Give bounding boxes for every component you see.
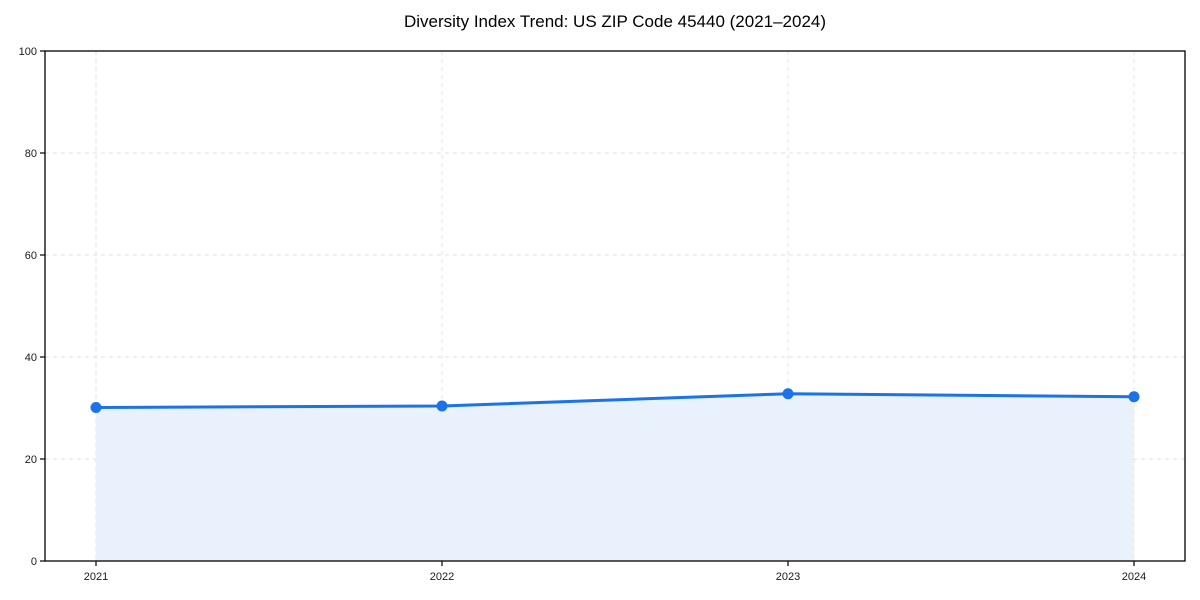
y-tick-label: 40 [25,352,37,364]
y-tick-label: 0 [31,556,37,568]
x-tick-label: 2021 [84,571,108,583]
x-tick-labels: 2021 2022 2023 2024 [84,571,1146,583]
line-series [94,392,1136,409]
data-points [90,388,1140,413]
y-tick-label: 100 [19,46,37,58]
x-tick-label: 2024 [1122,571,1146,583]
plot-frame [44,50,1186,562]
series-area [96,393,1134,561]
y-tick-label: 20 [25,454,37,466]
y-tick-labels: 0 20 40 60 80 100 [19,46,37,568]
data-point [1128,391,1140,403]
series-line [94,392,1136,409]
x-tick-label: 2022 [430,571,454,583]
y-tick-label: 80 [25,148,37,160]
axes [44,50,1186,562]
x-tick-label: 2023 [776,571,800,583]
chart-title: Diversity Index Trend: US ZIP Code 45440… [403,12,827,31]
data-point [436,400,448,412]
data-point [782,388,794,400]
y-tick-label: 60 [25,250,37,262]
area-series [96,393,1134,561]
data-point [90,401,102,413]
axis-ticks [40,50,1135,566]
